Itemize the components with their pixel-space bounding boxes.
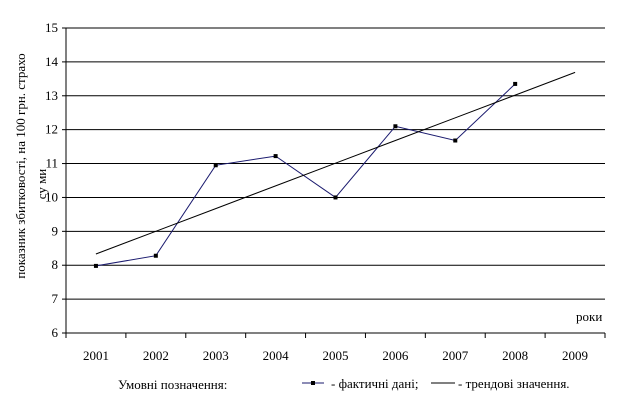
y-tick-label-13: 13 [45, 88, 58, 103]
x-tick-label-2002: 2002 [143, 348, 169, 363]
series-line-trend [95, 71, 576, 255]
legend-marker-actual [311, 381, 315, 385]
y-tick-label-15: 15 [45, 20, 58, 35]
data-point-2008 [513, 81, 518, 86]
x-tick-label-2009: 2009 [562, 348, 588, 363]
data-point-2003 [213, 163, 218, 168]
series-group [93, 71, 576, 268]
y-tick-label-14: 14 [45, 54, 59, 69]
data-point-2006 [393, 124, 398, 129]
y-tick-label-12: 12 [45, 122, 58, 137]
y-tick-label-9: 9 [52, 223, 59, 238]
x-tick-label-2006: 2006 [382, 348, 409, 363]
y-axis-label-overlap: су ми [34, 169, 49, 200]
y-tick-label-8: 8 [52, 257, 59, 272]
data-point-2001 [93, 263, 98, 268]
y-tick-labels: 6 7 8 9 10 11 12 13 14 15 [45, 20, 59, 340]
x-tick-label-2008: 2008 [502, 348, 528, 363]
legend-caption: Умовні позначення: [118, 377, 227, 392]
data-point-2004 [273, 154, 278, 159]
legend: Умовні позначення: - фактичні дані; - тр… [118, 376, 570, 392]
y-tick-label-6: 6 [52, 325, 59, 340]
legend-label-actual: - фактичні дані; [331, 376, 418, 391]
y-axis-label: показник збитковості, на 100 грн. страхо [13, 53, 28, 278]
x-tick-labels: 2001 2002 2003 2004 2005 2006 2007 2008 2009 [83, 348, 588, 363]
legend-label-trend: - трендові значення. [458, 376, 570, 391]
axes [62, 27, 606, 338]
data-point-2002 [153, 253, 158, 258]
x-tick-label-2005: 2005 [323, 348, 349, 363]
x-tick-label-2007: 2007 [442, 348, 469, 363]
legend-item-actual: - фактичні дані; [302, 376, 418, 391]
x-tick-label-2004: 2004 [263, 348, 290, 363]
series-line-actual [95, 83, 516, 267]
y-tick-label-10: 10 [45, 189, 58, 204]
legend-item-trend: - трендові значення. [431, 376, 570, 391]
x-tick-label-2003: 2003 [203, 348, 229, 363]
x-tick-label-2001: 2001 [83, 348, 109, 363]
y-tick-label-11: 11 [45, 156, 58, 171]
data-point-2007 [453, 138, 458, 143]
data-point-2005 [333, 195, 338, 200]
x-axis-label: роки [576, 309, 602, 324]
y-tick-label-7: 7 [52, 291, 59, 306]
